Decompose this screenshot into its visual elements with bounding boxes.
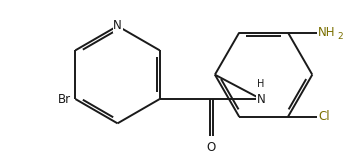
Text: Br: Br <box>57 92 70 106</box>
Text: N: N <box>257 92 265 106</box>
Text: H: H <box>257 79 265 89</box>
Text: 2: 2 <box>337 32 343 41</box>
Text: NH: NH <box>318 26 336 39</box>
Text: Cl: Cl <box>318 110 330 123</box>
Text: O: O <box>207 141 216 154</box>
Text: N: N <box>113 19 122 32</box>
